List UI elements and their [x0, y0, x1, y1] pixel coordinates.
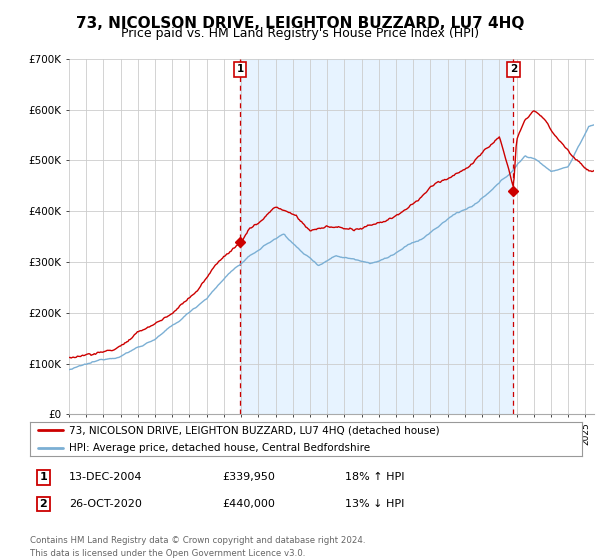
Text: 2: 2 [510, 64, 517, 74]
Text: 73, NICOLSON DRIVE, LEIGHTON BUZZARD, LU7 4HQ (detached house): 73, NICOLSON DRIVE, LEIGHTON BUZZARD, LU… [68, 426, 439, 435]
Text: 13% ↓ HPI: 13% ↓ HPI [345, 499, 404, 509]
Text: 1: 1 [40, 472, 47, 482]
Text: 1: 1 [236, 64, 244, 74]
Text: Price paid vs. HM Land Registry's House Price Index (HPI): Price paid vs. HM Land Registry's House … [121, 27, 479, 40]
Text: 18% ↑ HPI: 18% ↑ HPI [345, 472, 404, 482]
Text: 13-DEC-2004: 13-DEC-2004 [69, 472, 143, 482]
Text: £440,000: £440,000 [222, 499, 275, 509]
Text: £339,950: £339,950 [222, 472, 275, 482]
Text: 73, NICOLSON DRIVE, LEIGHTON BUZZARD, LU7 4HQ: 73, NICOLSON DRIVE, LEIGHTON BUZZARD, LU… [76, 16, 524, 31]
Text: 2: 2 [40, 499, 47, 509]
Text: HPI: Average price, detached house, Central Bedfordshire: HPI: Average price, detached house, Cent… [68, 443, 370, 452]
Text: Contains HM Land Registry data © Crown copyright and database right 2024.
This d: Contains HM Land Registry data © Crown c… [30, 536, 365, 558]
Text: 26-OCT-2020: 26-OCT-2020 [69, 499, 142, 509]
